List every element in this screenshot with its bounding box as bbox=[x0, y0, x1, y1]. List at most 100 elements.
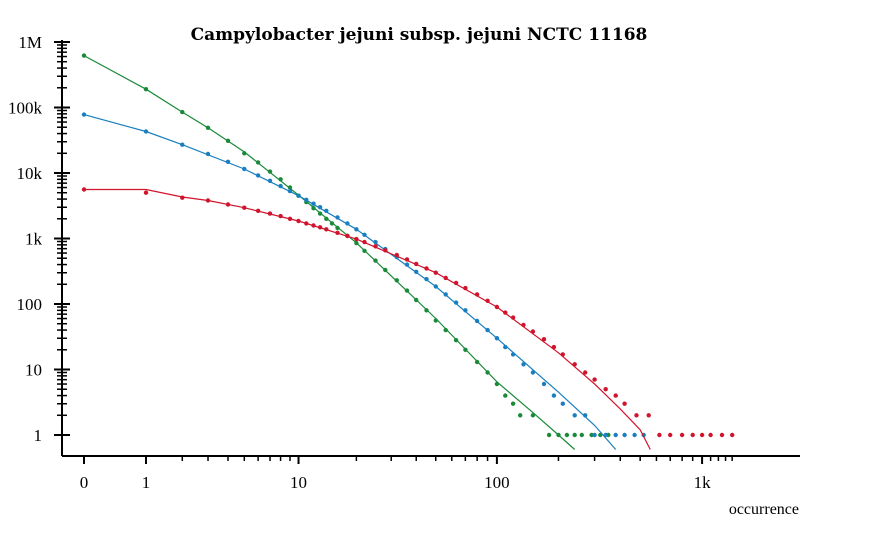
series-2-point bbox=[583, 370, 588, 375]
series-1-point bbox=[255, 173, 261, 178]
series-2-point bbox=[474, 292, 480, 297]
series-1-point bbox=[180, 142, 185, 147]
series-1-point bbox=[632, 432, 637, 438]
series-2-point bbox=[345, 233, 350, 239]
series-1-point bbox=[433, 284, 438, 289]
series-0-point bbox=[518, 413, 523, 418]
series-1-point bbox=[560, 401, 565, 406]
x-tick-label: 10 bbox=[290, 473, 307, 492]
series-1-point bbox=[463, 308, 468, 313]
series-1-point bbox=[311, 201, 316, 206]
series-2-point bbox=[521, 322, 526, 328]
series-2-point bbox=[287, 216, 293, 221]
series-1-point bbox=[296, 193, 301, 198]
y-tick-label: 100 bbox=[17, 295, 43, 314]
series-0-point bbox=[180, 109, 185, 115]
series-1-point bbox=[404, 262, 410, 267]
series-2-point bbox=[494, 304, 500, 310]
series-2-point bbox=[592, 377, 597, 382]
series-2-point bbox=[324, 227, 329, 232]
series-0-point bbox=[287, 185, 293, 190]
series-1-point bbox=[424, 276, 429, 282]
series-0-point bbox=[205, 125, 211, 130]
series-1-point bbox=[414, 269, 419, 274]
series-2-point bbox=[634, 413, 639, 418]
series-2-point bbox=[414, 261, 419, 267]
series-0-point bbox=[572, 432, 577, 438]
series-0-point bbox=[383, 267, 388, 273]
series-2-point bbox=[530, 329, 536, 334]
series-1-point bbox=[613, 432, 618, 438]
series-2-point bbox=[699, 432, 705, 438]
series-1-point bbox=[317, 205, 323, 210]
plot-area bbox=[81, 53, 735, 450]
series-1-point bbox=[335, 215, 340, 220]
series-0-point bbox=[503, 393, 508, 398]
x-axis-label: occurrence bbox=[729, 501, 799, 518]
series-2-point bbox=[335, 230, 340, 235]
series-0-point bbox=[335, 225, 340, 231]
series-2-point bbox=[730, 432, 735, 438]
series-0-point bbox=[255, 160, 261, 165]
series-1-point bbox=[205, 151, 211, 157]
series-2-point bbox=[510, 315, 516, 320]
series-0-point bbox=[143, 87, 149, 92]
series-1-point bbox=[287, 188, 293, 194]
series-1-point bbox=[304, 197, 309, 202]
series-2-point bbox=[551, 344, 557, 350]
chart-title: Campylobacter jejuni subsp. jejuni NCTC … bbox=[191, 25, 648, 45]
series-2-point bbox=[383, 248, 388, 253]
series-1-point bbox=[225, 159, 231, 164]
series-0-point bbox=[474, 359, 480, 365]
series-2-point bbox=[404, 257, 410, 262]
series-2-point bbox=[560, 352, 565, 357]
series-1-point bbox=[267, 178, 273, 183]
x-tick-label: 1 bbox=[142, 473, 151, 492]
series-2-point bbox=[255, 208, 261, 213]
series-2-point bbox=[278, 213, 283, 219]
series-1-point bbox=[494, 336, 500, 341]
series-2-point bbox=[503, 310, 508, 315]
series-1-point bbox=[474, 318, 480, 324]
series-0-point bbox=[329, 221, 335, 226]
series-2-point bbox=[296, 218, 301, 224]
series-1-point bbox=[143, 129, 149, 134]
y-tick-label: 100k bbox=[8, 99, 43, 118]
series-1-point bbox=[572, 413, 577, 418]
series-2-point bbox=[362, 239, 367, 245]
series-2-point bbox=[394, 252, 399, 258]
series-2-point bbox=[679, 432, 685, 438]
series-0-point bbox=[546, 432, 552, 438]
series-0-point bbox=[242, 151, 247, 156]
series-0-point bbox=[404, 288, 410, 293]
series-1-point bbox=[622, 432, 627, 438]
series-2-point bbox=[311, 223, 316, 228]
series-0-point bbox=[373, 258, 378, 263]
series-2-fit-line bbox=[84, 188, 651, 450]
y-tick-label: 10 bbox=[25, 361, 42, 380]
series-1-point bbox=[541, 381, 547, 387]
series-2-point bbox=[143, 190, 149, 195]
series-0-point bbox=[443, 327, 448, 333]
series-0-point bbox=[278, 177, 283, 182]
series-1-point bbox=[345, 221, 350, 226]
series-0-point bbox=[394, 278, 399, 283]
series-0-point bbox=[463, 347, 468, 352]
y-tick-label: 1k bbox=[25, 230, 43, 249]
series-0-point bbox=[225, 138, 231, 143]
series-0-point bbox=[556, 432, 561, 438]
series-0-point bbox=[424, 308, 429, 313]
series-2-point bbox=[373, 244, 378, 249]
series-2-point bbox=[603, 387, 608, 392]
series-0-point bbox=[267, 169, 273, 174]
series-0-point bbox=[414, 297, 419, 303]
series-0-point bbox=[485, 370, 490, 375]
series-1-point bbox=[603, 432, 608, 438]
series-2-point bbox=[180, 195, 185, 200]
series-2-point bbox=[708, 432, 713, 438]
series-2-point bbox=[317, 225, 323, 230]
series-1-point bbox=[583, 413, 588, 418]
x-axis-ticks: 0 1 10 100 1k bbox=[80, 456, 733, 492]
series-0-point bbox=[311, 206, 316, 211]
